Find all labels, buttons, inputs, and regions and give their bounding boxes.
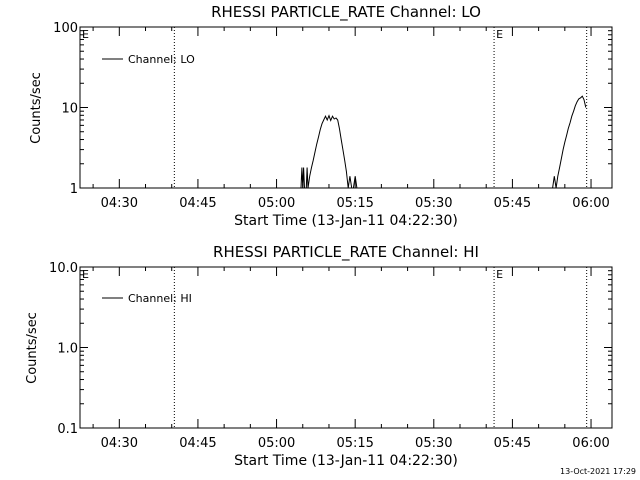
panel-hi-x-tick-label: 04:30 — [101, 436, 138, 451]
panel-lo-series-line-0 — [300, 95, 587, 189]
panel-lo-x-tick-label: 06:00 — [572, 196, 609, 211]
panel-lo-event-marker-label: E — [496, 28, 503, 41]
panel-lo-y-axis: 1 10 100 — [53, 21, 612, 197]
panel-lo-y-tick-label: 10 — [61, 102, 78, 117]
panel-lo-corner-marker: E — [82, 28, 89, 41]
panel-hi-event-marker-label: E — [496, 268, 503, 281]
panel-lo-x-label: Start Time (13-Jan-11 04:22:30) — [234, 213, 458, 229]
panel-lo-series — [300, 95, 587, 189]
footer-timestamp: 13-Oct-2021 17:29 — [560, 467, 636, 476]
panel-hi-y-axis: 0.1 1.0 10.0 — [49, 261, 612, 437]
panel-hi-x-tick-label: 06:00 — [572, 436, 609, 451]
panel-lo-x-tick-label: 05:45 — [494, 196, 531, 211]
panel-hi-corner-marker: E — [82, 268, 89, 281]
panel-hi-x-tick-label: 05:45 — [494, 436, 531, 451]
panel-hi-markers: E — [173, 267, 588, 428]
panel-hi-x-tick-label: 05:15 — [336, 436, 373, 451]
panel-lo-x-tick-label: 05:00 — [258, 196, 295, 211]
panel-lo-y-tick-label: 100 — [53, 21, 78, 36]
panel-lo-plot-frame — [79, 26, 613, 189]
panel-lo-x-tick-label: 04:45 — [179, 196, 216, 211]
panel-hi-channel: RHESSI PARTICLE_RATE Channel: HI 0.1 1.0 1… — [25, 243, 613, 469]
panel-hi-legend-label: Channel: HI — [128, 292, 192, 305]
panel-hi-y-label: Counts/sec — [25, 312, 40, 384]
panel-lo-title: RHESSI PARTICLE_RATE Channel: LO — [211, 3, 481, 22]
panel-hi-title: RHESSI PARTICLE_RATE Channel: HI — [213, 243, 479, 262]
panel-lo-legend-label: Channel: LO — [128, 53, 195, 66]
panel-hi-y-tick-label: 0.1 — [57, 422, 78, 437]
panel-hi-x-label: Start Time (13-Jan-11 04:22:30) — [234, 453, 458, 469]
panel-lo-x-tick-label: 05:30 — [415, 196, 452, 211]
panel-hi-y-tick-label: 1.0 — [57, 342, 78, 357]
panel-hi-x-axis: 04:30 04:45 05:00 05:15 05:30 05:45 06:00 — [92, 267, 610, 451]
panel-lo-channel: RHESSI PARTICLE_RATE Channel: LO 110100 … — [29, 3, 613, 229]
panel-lo-x-tick-label: 05:15 — [336, 196, 373, 211]
panel-hi-y-tick-label: 10.0 — [49, 261, 78, 276]
panel-lo-x-tick-label: 04:30 — [101, 196, 138, 211]
panel-lo-x-axis: 04:30 04:45 05:00 05:15 05:30 05:45 06:00 — [92, 27, 610, 211]
panel-lo-y-tick-label: 1 — [70, 182, 78, 197]
panel-hi-x-tick-label: 05:30 — [415, 436, 452, 451]
panel-lo-y-label: Counts/sec — [29, 72, 44, 144]
panel-lo-markers: E — [173, 27, 588, 188]
panel-hi-x-tick-label: 04:45 — [179, 436, 216, 451]
panel-hi-x-tick-label: 05:00 — [258, 436, 295, 451]
